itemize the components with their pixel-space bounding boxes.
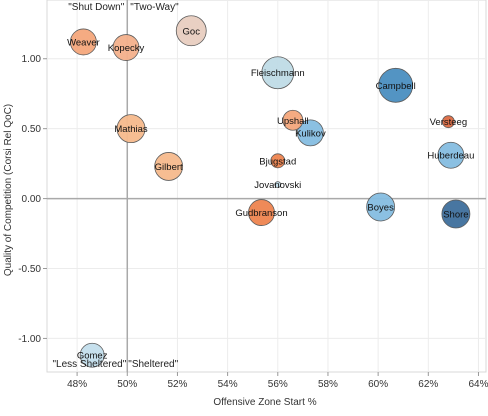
point-label: Campbell bbox=[376, 81, 416, 92]
x-axis-title: Offensive Zone Start % bbox=[213, 397, 316, 408]
data-point bbox=[282, 109, 304, 131]
y-axis-title: Quality of Competition (Corsi Rel QoC) bbox=[3, 104, 14, 276]
data-point bbox=[441, 115, 455, 129]
point-label: Gomez bbox=[77, 351, 108, 362]
data-point bbox=[441, 199, 471, 229]
point-label: Bjugstad bbox=[259, 156, 296, 167]
quadrant-label: "Sheltered" bbox=[128, 359, 178, 370]
x-tick-label: 48% bbox=[67, 379, 87, 390]
point-label: Fleischmann bbox=[251, 68, 305, 79]
point-label: Gilbert bbox=[155, 162, 183, 173]
x-tick-label: 60% bbox=[368, 379, 388, 390]
data-point bbox=[366, 192, 396, 222]
y-tick-label: 1.00 bbox=[22, 54, 42, 65]
x-tick-label: 62% bbox=[418, 379, 438, 390]
point-label: Mathias bbox=[114, 124, 148, 135]
y-tick-label: 0.00 bbox=[22, 194, 42, 205]
point-label: Huberdeau bbox=[427, 151, 474, 162]
data-point bbox=[69, 28, 97, 56]
point-label: Kulikov bbox=[295, 128, 326, 139]
data-point bbox=[270, 153, 286, 169]
data-points bbox=[69, 15, 471, 368]
data-point bbox=[378, 67, 414, 103]
x-tick-label: 56% bbox=[268, 379, 288, 390]
y-tick-label: -0.50 bbox=[18, 264, 41, 275]
x-tick-label: 54% bbox=[218, 379, 238, 390]
data-point bbox=[274, 181, 282, 189]
point-label: Kopecky bbox=[108, 43, 145, 54]
data-point bbox=[296, 119, 324, 147]
point-labels: Weaver Kopecky Goc Fleischmann Campbell Mathi… bbox=[67, 26, 474, 361]
data-point bbox=[79, 342, 105, 368]
point-label: Boyes bbox=[367, 202, 394, 213]
y-tick-label: -1.00 bbox=[18, 334, 41, 345]
quadrant-label: "Less Sheltered" bbox=[52, 359, 126, 370]
x-tick-label: 58% bbox=[318, 379, 338, 390]
quadrant-label: "Two-Way" bbox=[130, 2, 179, 13]
data-point bbox=[112, 34, 140, 61]
point-label: Weaver bbox=[67, 37, 100, 48]
reference-lines bbox=[47, 0, 486, 372]
data-point bbox=[437, 141, 465, 169]
x-tick-label: 64% bbox=[468, 379, 488, 390]
data-point bbox=[175, 15, 207, 47]
data-point bbox=[248, 199, 275, 226]
axis-ticks: 1.00 0.50 0.00 -0.50 -1.00 48% 50% 52% 54% 56% 58%… bbox=[18, 54, 488, 390]
quadrant-label: "Shut Down" bbox=[68, 2, 124, 13]
data-point bbox=[261, 56, 295, 90]
x-tick-label: 50% bbox=[117, 379, 137, 390]
point-label: Gudbranson bbox=[235, 208, 287, 219]
point-label: Shore bbox=[443, 209, 468, 220]
point-label: Goc bbox=[183, 26, 201, 37]
point-label: Jovanovski bbox=[254, 180, 301, 191]
quadrant-labels: "Shut Down" "Two-Way" "Less Sheltered" "She… bbox=[52, 2, 179, 370]
point-label: Versteeg bbox=[430, 117, 468, 128]
x-tick-label: 52% bbox=[167, 379, 187, 390]
data-point bbox=[116, 114, 146, 144]
point-label: Upshall bbox=[277, 116, 309, 127]
y-tick-label: 0.50 bbox=[22, 124, 42, 135]
data-point bbox=[154, 152, 184, 181]
